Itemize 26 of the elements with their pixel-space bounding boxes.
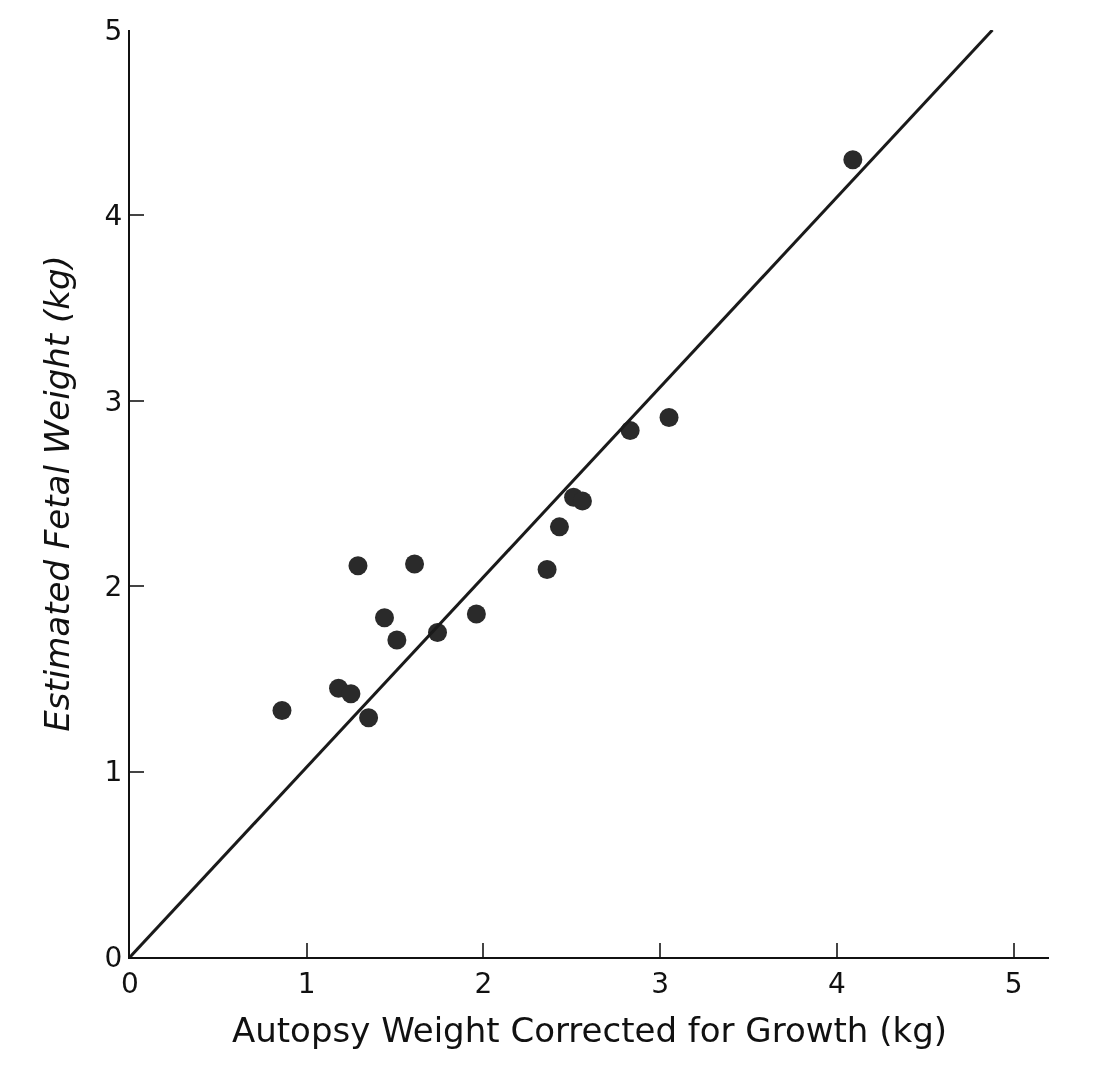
y-axis-title: Estimated Fetal Weight (kg)	[36, 255, 77, 732]
point	[537, 560, 557, 579]
point	[405, 554, 425, 574]
point	[348, 556, 368, 576]
x-tick-label: 3	[651, 966, 670, 1000]
y-tick-label: 1	[104, 755, 123, 789]
point	[272, 700, 292, 720]
y-tick-label: 2	[104, 570, 123, 603]
y-tick-label: 5	[104, 13, 123, 47]
x-tick-label: 1	[297, 966, 316, 1000]
y-tick-label: 3	[104, 384, 123, 418]
point	[466, 604, 486, 624]
point	[341, 684, 361, 704]
x-tick-label: 4	[828, 966, 846, 1000]
y-tick-label: 4	[104, 199, 123, 233]
point	[659, 407, 679, 427]
point	[387, 630, 407, 650]
x-tick-label: 5	[1004, 966, 1023, 1000]
point	[549, 517, 569, 537]
point	[375, 608, 394, 628]
point	[843, 150, 863, 170]
point	[572, 491, 592, 511]
point	[359, 708, 379, 728]
y-tick-label: 0	[104, 940, 123, 974]
x-tick-label: 2	[474, 966, 493, 1000]
x-axis-title: Autopsy Weight Corrected for Growth (kg)	[231, 1010, 948, 1051]
